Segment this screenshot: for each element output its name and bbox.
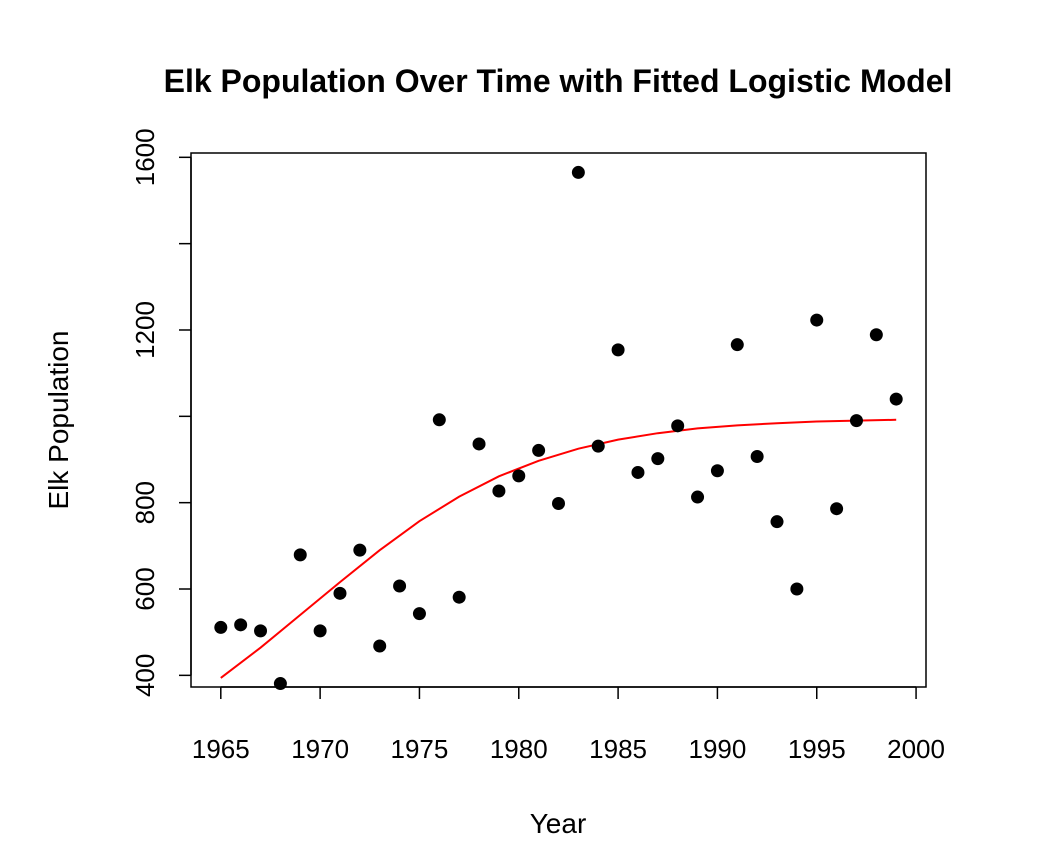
y-tick-label: 400	[130, 654, 160, 697]
x-tick-label: 1980	[490, 734, 548, 764]
data-point	[373, 639, 387, 653]
data-point	[591, 439, 605, 453]
data-point	[393, 579, 407, 593]
data-points-group	[214, 165, 903, 691]
data-point	[770, 515, 784, 529]
data-point	[412, 607, 426, 621]
x-tick-label: 1970	[291, 734, 349, 764]
x-tick-label: 1965	[192, 734, 250, 764]
x-tick-label: 1995	[788, 734, 846, 764]
y-axis: 400 600 800 1200 1600	[130, 128, 192, 697]
data-point	[849, 414, 863, 428]
data-point	[730, 338, 744, 352]
data-point	[552, 497, 565, 511]
data-point	[611, 343, 625, 357]
data-point	[214, 620, 228, 634]
x-tick-label: 1985	[589, 734, 647, 764]
data-point	[710, 464, 724, 478]
plot-area-frame	[190, 152, 927, 688]
x-tick-label: 1990	[688, 734, 746, 764]
y-tick-label: 1600	[130, 128, 160, 186]
y-tick-label: 600	[130, 567, 160, 610]
x-tick-label: 2000	[887, 734, 945, 764]
data-point	[889, 392, 903, 406]
data-point	[869, 328, 883, 342]
data-point	[810, 313, 824, 327]
data-point	[313, 624, 327, 638]
data-point	[293, 548, 307, 562]
data-point	[452, 590, 466, 604]
y-tick-label: 800	[130, 481, 160, 524]
data-point	[750, 449, 764, 463]
data-point	[691, 490, 705, 504]
data-point	[234, 618, 248, 632]
y-axis-label: Elk Population	[43, 330, 74, 509]
fitted-logistic-line	[220, 418, 897, 679]
data-point	[492, 484, 506, 498]
x-axis: 1965 1970 1975 1980 1985 1990 1995 2000	[192, 686, 945, 764]
x-axis-label: Year	[530, 808, 587, 839]
data-point	[790, 582, 804, 596]
y-tick-label: 1200	[130, 301, 160, 359]
data-point	[472, 437, 486, 451]
data-point	[254, 624, 268, 638]
data-point	[651, 452, 665, 466]
data-point	[830, 502, 844, 516]
data-point	[353, 543, 367, 557]
chart-title: Elk Population Over Time with Fitted Log…	[164, 63, 953, 99]
data-point	[273, 677, 287, 691]
data-point	[532, 443, 546, 457]
data-point	[571, 165, 585, 179]
data-point	[671, 419, 685, 433]
data-point	[631, 465, 645, 479]
data-point	[512, 469, 526, 483]
data-point	[333, 586, 347, 600]
x-tick-label: 1975	[391, 734, 449, 764]
fitted-logistic-line-group	[220, 418, 897, 679]
data-point	[432, 413, 446, 427]
